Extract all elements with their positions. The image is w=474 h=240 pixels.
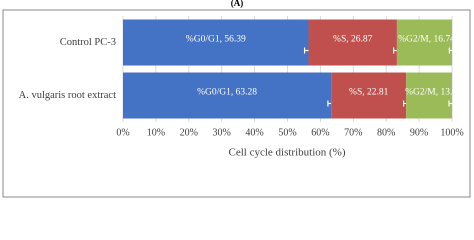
chart-title: (A) xyxy=(231,0,244,8)
chart-border xyxy=(2,9,471,198)
bar-segment xyxy=(331,72,407,119)
data-label: %G2/M, 13.9 xyxy=(405,88,457,98)
data-label: %S, 22.81 xyxy=(349,88,389,98)
data-label: %G0/G1, 56.39 xyxy=(186,35,246,45)
y-tick-label: Control PC-3 xyxy=(60,37,116,48)
x-tick-label: 90% xyxy=(410,127,428,138)
bar-segment xyxy=(396,19,452,66)
data-label: %G0/G1, 63.28 xyxy=(197,88,257,98)
bar-segment xyxy=(308,19,397,66)
bar-segment xyxy=(123,19,309,66)
x-tick-label: 50% xyxy=(278,127,296,138)
x-tick-label: 80% xyxy=(377,127,395,138)
x-tick-label: 60% xyxy=(311,127,329,138)
data-label: %S, 26.87 xyxy=(333,35,373,45)
x-tick-label: 40% xyxy=(245,127,263,138)
error-bar xyxy=(448,47,456,54)
x-tick-label: 30% xyxy=(213,127,231,138)
bar-segment xyxy=(406,72,452,119)
x-tick-label: 70% xyxy=(344,127,362,138)
chart: (A) Cell cycle distribution (%) 0% 10% 20%… xyxy=(2,0,471,198)
data-label: %G2/M, 16.74 xyxy=(398,35,455,45)
y-tick-label: A. vulgaris root extract xyxy=(19,90,116,101)
x-tick-label: 20% xyxy=(180,127,198,138)
x-tick-label: 0% xyxy=(116,127,129,138)
bar-segment xyxy=(123,72,332,119)
x-tick-label: 100% xyxy=(440,127,463,138)
x-axis-label: Cell cycle distribution (%) xyxy=(229,147,346,159)
error-bar xyxy=(448,100,456,107)
x-tick-label: 10% xyxy=(147,127,165,138)
